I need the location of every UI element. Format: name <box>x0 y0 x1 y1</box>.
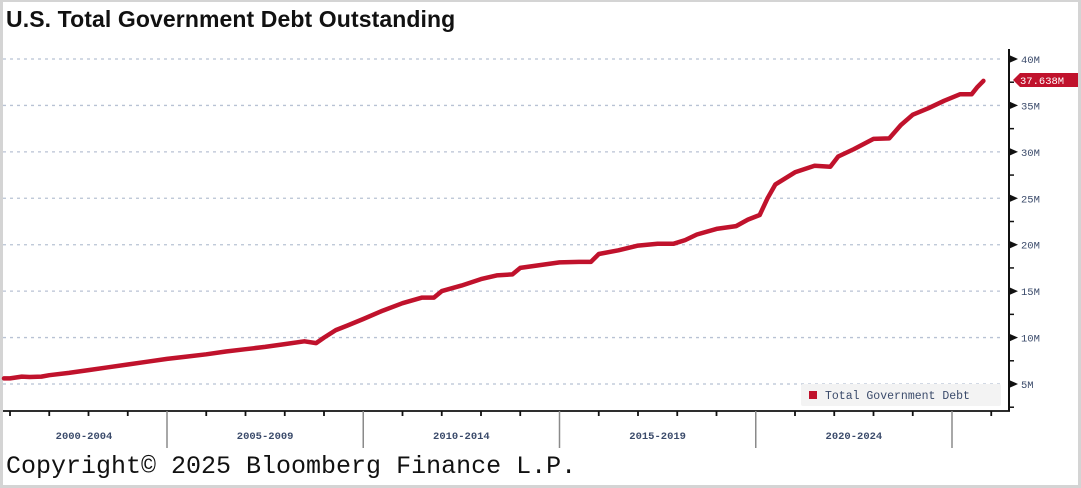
series-line-total-government-debt <box>1 78 986 381</box>
x-period-label: 2005-2009 <box>237 431 294 443</box>
legend: Total Government Debt <box>801 384 1001 406</box>
x-period-label: 2010-2014 <box>433 431 490 443</box>
x-period-label: 2015-2019 <box>629 431 686 443</box>
legend-swatch <box>809 391 817 399</box>
y-tick-label: 25M <box>1021 194 1040 206</box>
y-tick-label: 35M <box>1021 101 1040 113</box>
y-axis: 5M 10M 15M 20M 25M 30M 35M 40M <box>1008 49 1040 411</box>
y-tick-label: 15M <box>1021 287 1040 299</box>
x-period-label: 2000-2004 <box>56 431 113 443</box>
y-tick-label: 5M <box>1021 380 1034 392</box>
copyright-notice: Copyright© 2025 Bloomberg Finance L.P. <box>6 452 577 481</box>
chart-title: U.S. Total Government Debt Outstanding <box>6 6 456 32</box>
y-tick-label: 10M <box>1021 334 1040 346</box>
grid-lines <box>3 58 1004 385</box>
y-tick-label: 40M <box>1021 55 1040 67</box>
y-tick-label: 20M <box>1021 241 1040 253</box>
last-value-marker: 37.638M <box>1013 73 1078 88</box>
x-period-label: 2020-2024 <box>826 431 883 443</box>
last-value-label: 37.638M <box>1020 76 1064 88</box>
y-tick-label: 30M <box>1021 148 1040 160</box>
x-axis: 2000-2004 2005-2009 2010-2014 2015-2019 2020… <box>3 410 1010 448</box>
legend-label: Total Government Debt <box>825 390 970 403</box>
